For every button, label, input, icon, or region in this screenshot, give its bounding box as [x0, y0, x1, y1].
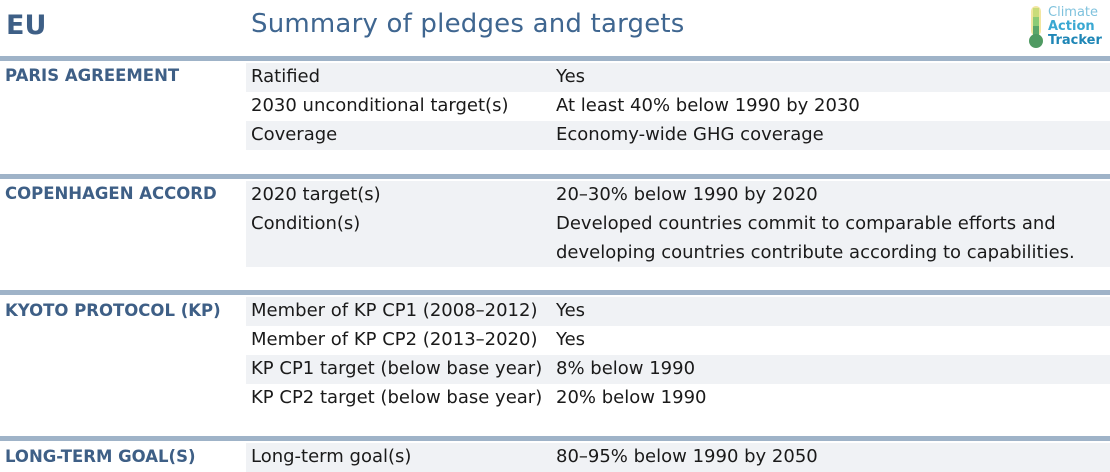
section-title-paris-agreement: PARIS AGREEMENT	[5, 66, 180, 85]
row-label: Coverage	[251, 124, 338, 145]
thermometer-icon	[1029, 6, 1043, 48]
section-divider	[0, 290, 1110, 295]
row-value: 20–30% below 1990 by 2020	[556, 184, 818, 205]
row-label: Ratified	[251, 66, 321, 87]
row-label: Condition(s)	[251, 213, 361, 234]
table-row: Member of KP CP2 (2013–2020) Yes	[246, 326, 1110, 355]
logo-text-tracker: Tracker	[1048, 33, 1102, 48]
table-row: Condition(s) Developed countries commit …	[246, 210, 1110, 267]
row-label: KP CP2 target (below base year)	[251, 387, 543, 408]
country-name: EU	[6, 10, 47, 41]
page-header: EU Summary of pledges and targets Climat…	[0, 0, 1110, 56]
row-label: Member of KP CP1 (2008–2012)	[251, 300, 538, 321]
row-label: Long-term goal(s)	[251, 446, 412, 467]
row-value: 80–95% below 1990 by 2050	[556, 446, 818, 467]
row-value: Yes	[556, 329, 586, 350]
row-value: 8% below 1990	[556, 358, 696, 379]
table-row: KP CP1 target (below base year) 8% below…	[246, 355, 1110, 384]
logo-text-climate: Climate	[1048, 5, 1099, 20]
row-label: 2020 target(s)	[251, 184, 381, 205]
row-value: Economy-wide GHG coverage	[556, 124, 824, 145]
section-title-copenhagen-accord: COPENHAGEN ACCORD	[5, 184, 217, 203]
section-divider	[0, 174, 1110, 179]
section-title-kyoto-protocol: KYOTO PROTOCOL (KP)	[5, 301, 221, 320]
row-value: At least 40% below 1990 by 2030	[556, 95, 860, 116]
row-value: Yes	[556, 66, 586, 87]
table-row: Long-term goal(s) 80–95% below 1990 by 2…	[246, 443, 1110, 472]
row-label: KP CP1 target (below base year)	[251, 358, 543, 379]
table-row: Ratified Yes	[246, 63, 1110, 92]
table-row: KP CP2 target (below base year) 20% belo…	[246, 384, 1110, 413]
section-divider	[0, 436, 1110, 441]
row-label: 2030 unconditional target(s)	[251, 95, 509, 116]
row-value: Yes	[556, 300, 586, 321]
logo-text-action: Action	[1048, 19, 1095, 34]
table-row: 2030 unconditional target(s) At least 40…	[246, 92, 1110, 121]
row-value: 20% below 1990	[556, 387, 707, 408]
climate-action-tracker-logo: Climate Action Tracker	[1026, 4, 1110, 50]
row-label: Member of KP CP2 (2013–2020)	[251, 329, 538, 350]
row-value: Developed countries commit to comparable…	[556, 213, 1075, 263]
table-row: Coverage Economy-wide GHG coverage	[246, 121, 1110, 150]
page-title: Summary of pledges and targets	[251, 9, 685, 39]
section-divider	[0, 56, 1110, 61]
table-row: 2020 target(s) 20–30% below 1990 by 2020	[246, 181, 1110, 210]
section-title-long-term-goals: LONG-TERM GOAL(S)	[5, 447, 196, 466]
table-row: Member of KP CP1 (2008–2012) Yes	[246, 297, 1110, 326]
